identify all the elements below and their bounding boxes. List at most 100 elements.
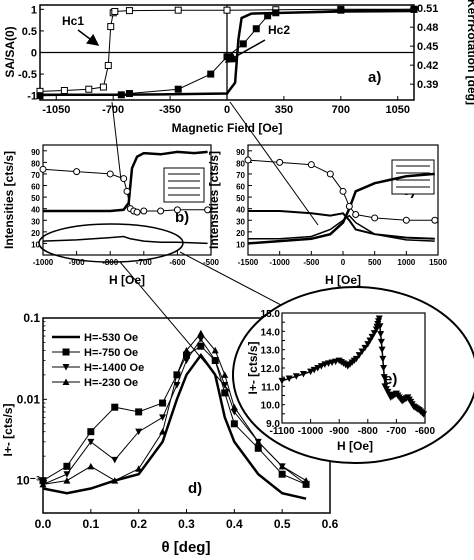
panel-b-frame: [42, 144, 212, 256]
panel-e-series-point: [299, 370, 307, 378]
panel-a-y-tick-label: 1: [31, 4, 37, 16]
panel-b-y-tick-label: 90: [31, 148, 40, 157]
panel-e-series-point: [314, 365, 322, 372]
panel-a-chart: a) Magnetic Field [Oe] SA/SA(0) KerrRota…: [3, 0, 474, 135]
panel-d-series-3-point: [211, 357, 219, 365]
panel-c-y-axis-label: Intensities [cts/s]: [207, 151, 221, 249]
panel-a-series-1-point: [104, 61, 112, 69]
panel-e-series-point: [379, 355, 387, 363]
panel-b-series-2-point: [157, 207, 165, 215]
panel-a-series-2-point: [174, 85, 182, 93]
zoom-ellipse-large: [232, 286, 474, 464]
panel-c-y-tick-label: 30: [236, 217, 245, 226]
panel-d-series-4-point: [111, 477, 119, 484]
panel-d-series-4-point: [278, 462, 286, 470]
panel-c-y-tick-label: 80: [236, 159, 245, 168]
panel-d-series-3-point: [63, 471, 71, 478]
panel-e-series-point: [285, 375, 293, 383]
panel-c-series-4-line: [248, 214, 435, 242]
panel-e-x-axis-label: H [Oe]: [337, 439, 373, 453]
panel-e-series-point: [292, 373, 300, 380]
panel-c-x-tick-label: 1500: [429, 258, 447, 267]
panel-c-x-tick-label: 500: [368, 258, 382, 267]
panel-c-y-tick-label: 90: [236, 148, 245, 157]
panel-e-y-axis-label: I+- [cts/s]: [246, 341, 260, 394]
panel-b-series-2-point: [120, 175, 128, 183]
panel-e-y-tick-label: 11.0: [261, 382, 280, 393]
panel-e-x-tick-label: -900: [329, 426, 349, 437]
panel-a-x-tick-label: -350: [159, 104, 181, 116]
panel-b-chart: b) H [Oe] Intensities [cts/s] -1000 -900 -…: [2, 144, 220, 287]
panel-d-label: d): [188, 480, 202, 497]
panel-a-y2-tick-label: 0.45: [417, 41, 438, 53]
panel-b-y-tick-label: 30: [31, 217, 40, 226]
panel-b-series-2-point: [204, 206, 212, 214]
panel-e-y-tick-label: 13.0: [261, 346, 281, 357]
panel-b-y-tick-label: 70: [31, 171, 40, 180]
panel-e-series-point: [375, 315, 383, 322]
panel-d-series-2-point: [230, 420, 238, 428]
panel-e-series-point: [352, 355, 360, 363]
panel-a-series-2-point: [252, 25, 260, 33]
panel-c-series-2-point: [431, 216, 439, 224]
panel-d-series-4-point: [254, 438, 262, 445]
panel-a-series-1-point: [223, 6, 231, 14]
panel-d-legend-label-1: H=-530 Oe: [84, 332, 138, 344]
panel-a-series-1-point: [111, 7, 119, 15]
annotation-hc2: Hc2: [268, 23, 290, 37]
panel-d-series-4-point: [173, 371, 181, 378]
panel-c-x-tick-label: 1000: [397, 258, 415, 267]
panel-d-series-4-point: [135, 465, 143, 472]
panel-b-series-2-point: [123, 187, 131, 195]
panel-c-series-2-point: [244, 156, 252, 164]
panel-e-y-tick-label: 9.0: [266, 419, 280, 430]
panel-b-y-tick-label: 50: [31, 194, 40, 203]
panel-e-y-tick-label: 15.0: [261, 309, 281, 320]
panel-b-legend: [163, 167, 205, 203]
panel-e-series-point: [377, 338, 385, 346]
panel-a-series-1-point: [174, 6, 182, 14]
panel-a-x-tick-label: 350: [275, 104, 293, 116]
panel-d-series-2-point: [278, 470, 286, 478]
panel-b-x-axis-label: H [Oe]: [109, 273, 145, 287]
panel-d-legend-label-2: H=-750 Oe: [84, 347, 138, 359]
panel-a-series-1-point: [107, 23, 115, 31]
panel-a-y-axis-label: SA/SA(0): [3, 26, 17, 77]
connector-a-to-c: [229, 101, 319, 226]
panel-e-x-tick-label: -700: [386, 426, 406, 437]
panel-a-y2-tick-label: 0.51: [417, 3, 438, 15]
panel-c-x-tick-label: -500: [303, 258, 320, 267]
panel-c-x-tick-label: -1000: [269, 258, 290, 267]
panel-d-series-3-point: [197, 336, 205, 343]
panel-c-x-tick-label: -1500: [238, 258, 259, 267]
panel-c-y-tick-label: 70: [236, 171, 245, 180]
panel-e-x-tick-label: -800: [358, 426, 378, 437]
panel-a-y2-axis-label: KerrRotation [deg]: [465, 0, 474, 105]
panel-b-label: b): [175, 209, 189, 226]
panel-d-series-4-point: [63, 477, 71, 484]
panel-a-series-2-point: [207, 70, 215, 78]
panel-b-series-2-point: [106, 170, 114, 178]
panel-d-y-tick-label: 0.01: [17, 392, 41, 406]
panel-d-x-tick-label: 0.4: [226, 517, 243, 531]
panel-b-series-2-point: [173, 206, 181, 214]
panel-a-x-tick-label: 1050: [385, 104, 409, 116]
panel-a-series-3-line: [40, 9, 415, 97]
panel-e-y-tick-label: 14.0: [261, 327, 281, 338]
panel-e-series-point: [317, 363, 325, 370]
panel-e-series-point: [310, 366, 318, 374]
panel-b-y-tick-label: 20: [31, 229, 40, 238]
panel-d-series-4-point: [183, 346, 190, 354]
panel-d-series-4-point: [39, 480, 47, 488]
zoom-ellipse-small: [38, 223, 184, 263]
panel-a-x-tick-label: 700: [332, 104, 350, 116]
panel-c-y-tick-label: 10: [236, 240, 245, 249]
panel-e-series-point: [380, 365, 388, 372]
panel-a-y2-tick-label: 0.42: [417, 60, 438, 72]
panel-c-y-tick-label: 20: [236, 229, 245, 238]
panel-a-x-tick-label: 0: [224, 104, 230, 116]
panel-c-series-2-point: [402, 216, 410, 224]
panel-c-x-axis-label: H [Oe]: [325, 273, 361, 287]
panel-b-series-2-point: [39, 165, 47, 173]
panel-e-y-tick-label: 10.0: [261, 401, 281, 412]
